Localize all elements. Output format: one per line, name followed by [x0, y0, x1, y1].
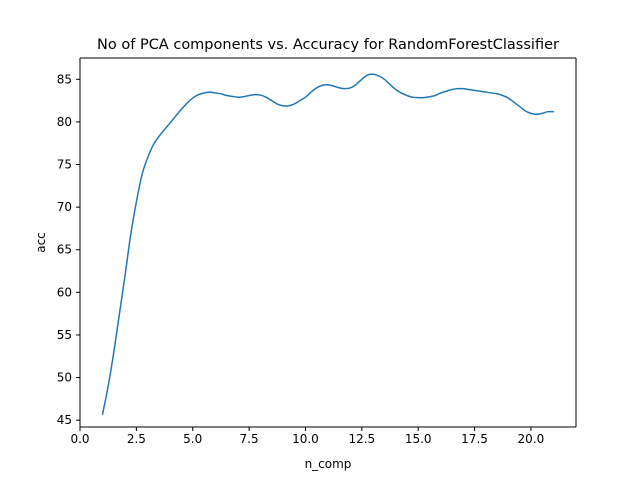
y-axis-ticks: 45 50 55 60 65 70 75 80 85 — [57, 72, 80, 427]
x-tick-label: 0.0 — [70, 432, 89, 446]
y-tick-label: 65 — [57, 243, 72, 257]
x-tick-label: 12.5 — [348, 432, 375, 446]
y-axis-label: acc — [34, 232, 48, 253]
x-tick-label: 5.0 — [183, 432, 202, 446]
y-tick-label: 45 — [57, 413, 72, 427]
y-tick-label: 50 — [57, 371, 72, 385]
x-tick-label: 15.0 — [405, 432, 432, 446]
x-tick-label: 20.0 — [518, 432, 545, 446]
y-tick-label: 55 — [57, 328, 72, 342]
x-tick-label: 17.5 — [461, 432, 488, 446]
x-tick-label: 7.5 — [240, 432, 259, 446]
y-tick-label: 60 — [57, 285, 72, 299]
plot-frame — [79, 57, 577, 428]
x-tick-label: 2.5 — [127, 432, 146, 446]
plot-area — [80, 58, 576, 427]
y-tick-label: 75 — [57, 158, 72, 172]
chart-title: No of PCA components vs. Accuracy for Ra… — [97, 37, 559, 53]
x-axis-label: n_comp — [305, 457, 352, 471]
y-tick-label: 85 — [57, 72, 72, 86]
x-axis-ticks: 0.0 2.5 5.0 7.5 10.0 12.5 15.0 17.5 20.0 — [70, 427, 544, 446]
y-tick-label: 70 — [57, 200, 72, 214]
x-tick-label: 10.0 — [292, 432, 319, 446]
series-line — [101, 73, 555, 415]
y-tick-label: 80 — [57, 115, 72, 129]
